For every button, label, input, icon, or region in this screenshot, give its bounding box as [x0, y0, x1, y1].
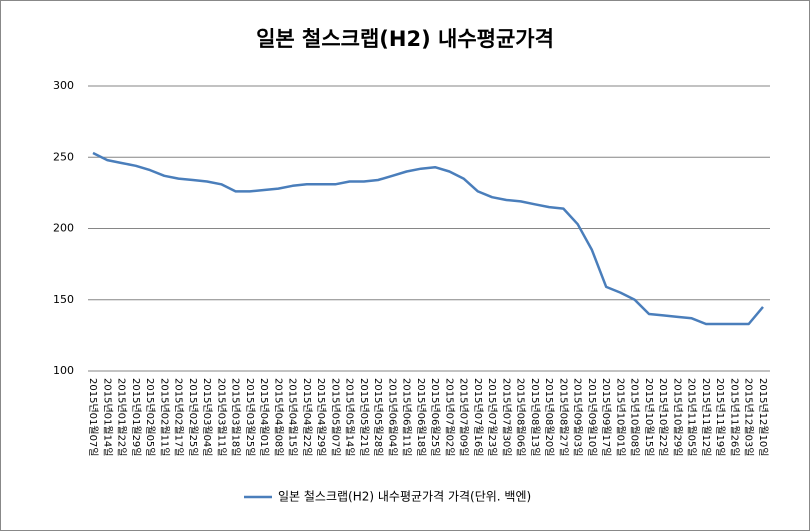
x-tick-label: 2015년02월11일: [158, 378, 170, 457]
x-tick-label: 2015년12월03일: [743, 378, 755, 457]
chart-title: 일본 철스크랩(H2) 내수평균가격: [256, 27, 554, 51]
y-tick-label: 250: [53, 150, 74, 163]
x-tick-label: 2015년01월14일: [101, 378, 113, 457]
x-tick-label: 2015년07월30일: [500, 378, 512, 457]
x-tick-label: 2015년07월09일: [458, 378, 470, 457]
x-tick-label: 2015년05월07일: [329, 378, 341, 457]
x-tick-label: 2015년04월08일: [272, 378, 284, 457]
x-tick-label: 2015년10월22일: [657, 378, 669, 457]
x-tick-label: 2015년10월01일: [614, 378, 626, 457]
data-line: [92, 151, 764, 326]
x-tick-label: 2015년03월25일: [244, 378, 256, 457]
y-tick-label: 300: [53, 79, 74, 92]
x-tick-label: 2015년05월14일: [344, 378, 356, 457]
x-tick-label: 2015년07월23일: [486, 378, 498, 457]
x-tick-label: 2015년07월16일: [472, 378, 484, 457]
x-tick-label: 2015년02월05일: [144, 378, 156, 457]
x-tick-label: 2015년01월07일: [87, 378, 99, 457]
x-tick-label: 2015년04월29일: [315, 378, 327, 457]
x-tick-label: 2015년03월04일: [201, 378, 213, 457]
x-tick-label: 2015년12월10일: [757, 378, 769, 457]
x-tick-label: 2015년06월11일: [401, 378, 413, 457]
x-tick-label: 2015년06월04일: [386, 378, 398, 457]
x-tick-label: 2015년09월03일: [572, 378, 584, 457]
x-tick-label: 2015년06월25일: [429, 378, 441, 457]
x-tick-label: 2015년05월28일: [372, 378, 384, 457]
x-tick-label: 2015년01월29일: [130, 378, 142, 457]
x-tick-label: 2015년08월06일: [515, 378, 527, 457]
legend-label: 일본 철스크랩(H2) 내수평균가격 가격(단위. 백엔): [278, 490, 531, 504]
x-tick-label: 2015년03월11일: [215, 378, 227, 457]
x-tick-label: 2015년10월08일: [629, 378, 641, 457]
x-tick-label: 2015년10월29일: [671, 378, 683, 457]
x-tick-label: 2015년09월17일: [600, 378, 612, 457]
y-tick-label: 200: [53, 222, 74, 235]
x-tick-label: 2015년02월25일: [187, 378, 199, 457]
x-tick-label: 2015년04월22일: [301, 378, 313, 457]
x-tick-label: 2015년10월15일: [643, 378, 655, 457]
x-tick-label: 2015년08월20일: [543, 378, 555, 457]
x-tick-label: 2015년03월18일: [230, 378, 242, 457]
x-tick-label: 2015년11월12일: [700, 378, 712, 457]
y-tick-label: 100: [53, 364, 74, 377]
x-tick-label: 2015년08월27일: [557, 378, 569, 457]
x-tick-label: 2015년02월17일: [173, 378, 185, 457]
x-tick-label: 2015년01월22일: [116, 378, 128, 457]
x-tick-label: 2015년11월05일: [686, 378, 698, 457]
y-tick-label: 150: [53, 293, 74, 306]
x-tick-label: 2015년11월19일: [714, 378, 726, 457]
x-tick-label: 2015년04월01일: [258, 378, 270, 457]
x-tick-label: 2015년07월02일: [443, 378, 455, 457]
x-tick-label: 2015년05월21일: [358, 378, 370, 457]
x-tick-label: 2015년04월15일: [287, 378, 299, 457]
x-tick-label: 2015년08월13일: [529, 378, 541, 457]
x-tick-label: 2015년11월26일: [728, 378, 740, 457]
x-tick-label: 2015년06월18일: [415, 378, 427, 457]
x-tick-label: 2015년09월10일: [586, 378, 598, 457]
